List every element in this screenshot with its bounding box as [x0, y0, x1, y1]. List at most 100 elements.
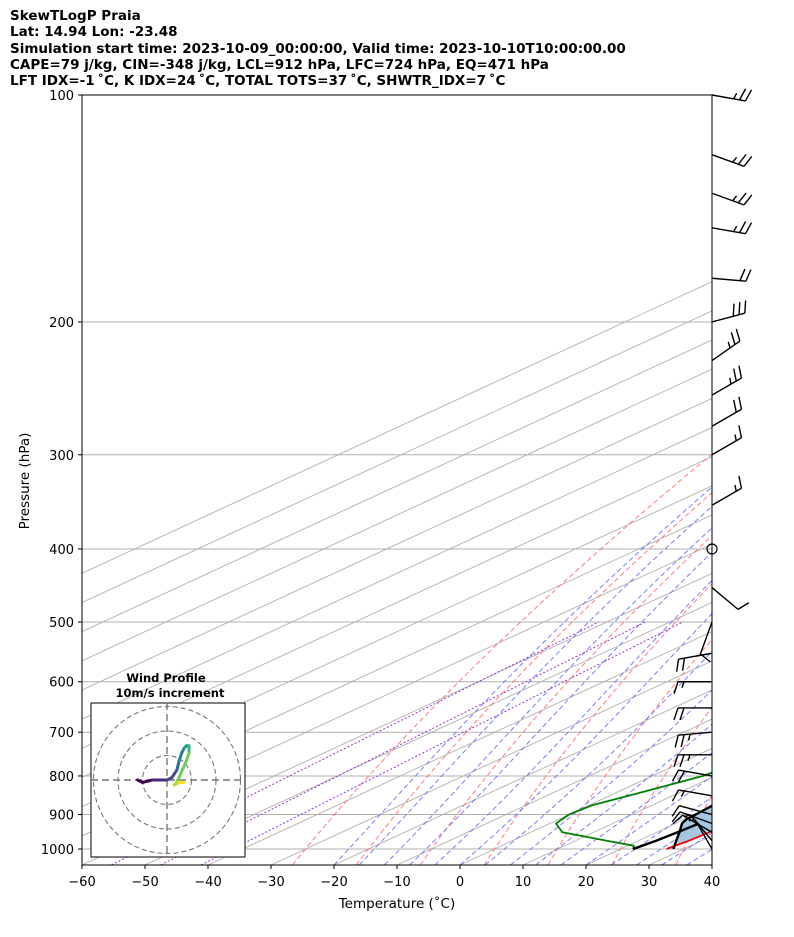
wind-barb-full — [733, 368, 737, 382]
dry-adiabat-line — [355, 492, 712, 865]
wind-barb — [671, 789, 713, 802]
wind-barb-shaft — [711, 192, 745, 206]
isotherm-line — [82, 427, 712, 720]
x-tick-label: −20 — [320, 875, 347, 890]
isotherm-line — [144, 602, 712, 865]
wind-barb-full — [737, 153, 747, 165]
x-tick-label: 40 — [704, 875, 721, 890]
wind-barb — [711, 475, 743, 506]
moist-adiabat-line — [358, 505, 712, 865]
moist-adiabat-line — [333, 486, 712, 865]
wind-barb — [671, 769, 713, 783]
wind-barb-shaft — [679, 811, 713, 825]
wind-barb-full — [743, 194, 753, 206]
wind-barb-full — [745, 269, 752, 282]
x-tick-label: 30 — [641, 875, 658, 890]
dry-adiabat-line — [740, 95, 794, 865]
wind-barb-shaft — [711, 437, 742, 456]
wind-barb — [673, 707, 712, 721]
wind-barb-full — [738, 88, 747, 101]
wind-barb — [711, 268, 752, 282]
wind-barb-half — [727, 341, 731, 349]
parcel-shading — [666, 805, 712, 849]
wind-barb — [711, 328, 741, 362]
y-tick-label: 300 — [49, 449, 74, 464]
wind-barb-full — [675, 659, 680, 672]
wind-barb-full — [679, 754, 685, 768]
wind-barb-full — [680, 734, 685, 748]
wind-barb-full — [674, 735, 679, 748]
wind-barb-full — [673, 681, 679, 694]
isotherm-line — [82, 543, 712, 837]
wind-barb — [671, 805, 713, 817]
wind-barb-full — [677, 770, 686, 783]
isotherm-line — [207, 631, 712, 865]
wind-barb-full — [673, 707, 679, 721]
temperature-line — [666, 829, 712, 850]
wind-barb-full — [733, 399, 737, 413]
moist-adiabat-line — [535, 723, 712, 865]
isotherm-line — [522, 777, 712, 865]
dry-adiabat-line — [483, 582, 712, 865]
wind-barb-full — [671, 769, 680, 782]
wind-barb-full — [699, 653, 711, 663]
cape-line: CAPE=79 j/kg, CIN=-348 j/kg, LCL=912 hPa… — [10, 56, 549, 73]
location-line: Lat: 14.94 Lon: -23.48 — [10, 24, 178, 41]
wind-barb-half — [729, 377, 732, 385]
isotherm-line — [333, 689, 712, 865]
wind-barb-full — [681, 658, 686, 671]
wind-barb-shaft — [711, 408, 742, 427]
isotherm-line — [82, 572, 712, 865]
wind-barb-shaft — [711, 377, 742, 396]
wind-barb — [711, 221, 753, 235]
y-tick-label: 1000 — [41, 843, 74, 858]
moist-adiabat-line — [409, 551, 712, 865]
moist-adiabat-line — [585, 775, 712, 865]
y-tick-label: 700 — [49, 726, 74, 741]
wind-barb-full — [737, 602, 750, 610]
wind-barb — [711, 365, 743, 396]
moist-adiabat-line — [484, 650, 712, 865]
x-tick-label: 0 — [456, 875, 464, 890]
parcel-line — [672, 804, 712, 850]
wind-barb-full — [738, 302, 741, 315]
hodograph-trace — [175, 758, 189, 784]
mixing-ratio-line — [200, 621, 684, 865]
isotherm-line — [459, 747, 712, 865]
wind-barb-shaft — [711, 154, 745, 167]
wind-barb — [673, 754, 712, 768]
wind-barb-full — [738, 425, 743, 438]
time-line: Simulation start time: 2023-10-09_00:00:… — [10, 40, 626, 57]
y-tick-label: 500 — [49, 616, 74, 631]
wind-barb-full — [738, 221, 747, 233]
wind-barb-full — [738, 365, 743, 379]
hodograph-plot — [91, 703, 245, 857]
wind-barb-full — [737, 192, 747, 204]
chart-title: SkewTLogP Praia — [10, 8, 141, 24]
y-tick-label: 200 — [49, 316, 74, 331]
mixing-ratio-line — [111, 621, 600, 865]
wind-barb-shaft — [678, 805, 713, 816]
wind-barb-shaft — [689, 814, 713, 842]
isotherm-line — [82, 310, 712, 603]
wind-barb-full — [744, 300, 747, 314]
wind-barb-calm — [706, 543, 718, 555]
wind-barb-shaft — [711, 587, 739, 610]
x-tick-label: −60 — [68, 875, 95, 890]
isotherm-line — [82, 281, 712, 574]
dry-adiabat-line — [675, 794, 712, 865]
indices-line: LFT IDX=-1 ˚C, K IDX=24 ˚C, TOTAL TOTS=3… — [10, 73, 506, 90]
isotherm-line — [711, 864, 712, 865]
x-tick-label: 20 — [578, 875, 595, 890]
hodograph-trace — [141, 778, 154, 784]
wind-barb-full — [735, 328, 741, 342]
wind-barb-half — [733, 92, 738, 100]
wind-barb-full — [679, 707, 685, 721]
wind-barb-full — [673, 754, 679, 768]
wind-barb — [672, 814, 713, 833]
moist-adiabat-line — [384, 527, 712, 865]
y-tick-label: 600 — [49, 676, 74, 691]
wind-barb-full — [743, 155, 753, 167]
moist-adiabat-line — [510, 689, 712, 865]
moist-adiabat-line — [636, 815, 712, 865]
